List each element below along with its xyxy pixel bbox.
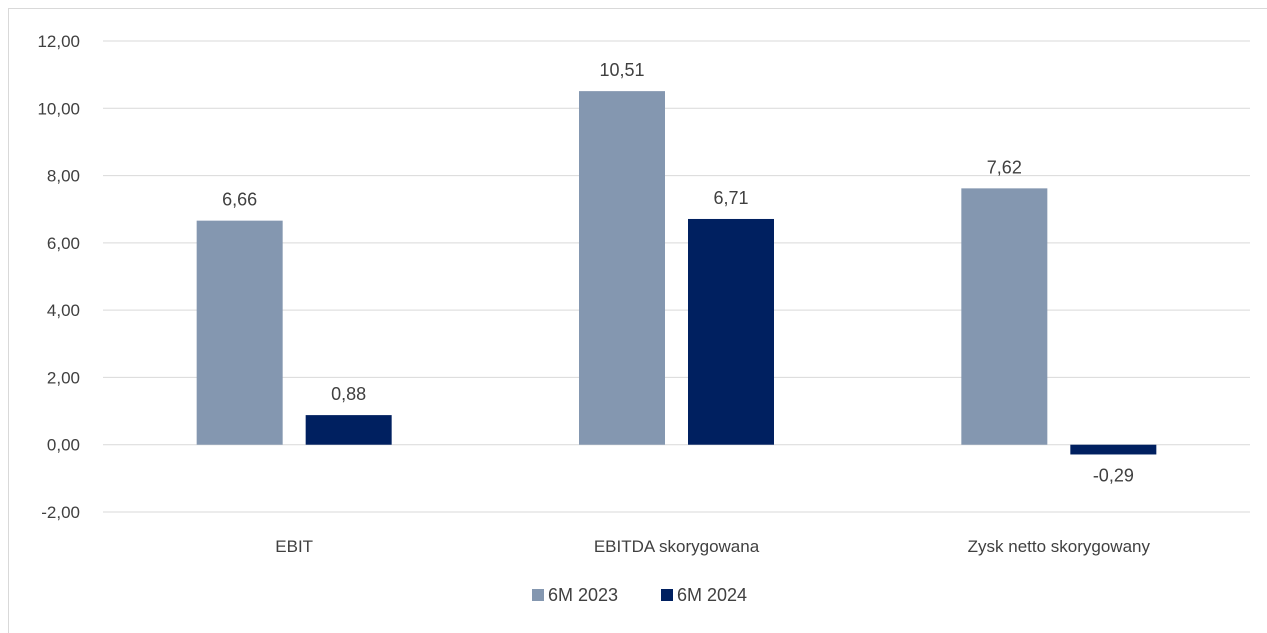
bars: [196, 91, 1157, 455]
data-label: 7,62: [987, 157, 1022, 177]
legend-swatch: [661, 589, 673, 601]
legend-label: 6M 2024: [677, 585, 747, 605]
category-label: EBIT: [275, 537, 313, 556]
bar: [196, 220, 283, 445]
y-tick-label: 2,00: [47, 368, 80, 387]
data-label: 0,88: [331, 384, 366, 404]
bar: [961, 188, 1048, 445]
data-label: -0,29: [1093, 465, 1134, 485]
legend-label: 6M 2023: [548, 585, 618, 605]
bar: [579, 91, 665, 445]
legend-swatch: [532, 589, 544, 601]
bar: [688, 218, 774, 445]
y-tick-label: 6,00: [47, 234, 80, 253]
y-tick-label: 0,00: [47, 436, 80, 455]
y-tick-label: 10,00: [37, 99, 80, 118]
y-tick-label: 12,00: [37, 32, 80, 51]
bar: [305, 415, 392, 445]
bar: [1070, 444, 1157, 455]
category-label: EBITDA skorygowana: [594, 537, 760, 556]
category-label: Zysk netto skorygowany: [968, 537, 1151, 556]
chart-frame: [8, 8, 1267, 633]
y-tick-label: 8,00: [47, 167, 80, 186]
legend: 6M 2023 6M 2024: [532, 585, 747, 605]
data-label: 6,71: [713, 188, 748, 208]
y-axis-ticks: -2,00 0,00 2,00 4,00 6,00 8,00 10,00 12,00: [37, 32, 80, 522]
data-labels: 6,66 0,88 10,51 6,71 7,62 -0,29: [222, 60, 1134, 485]
data-label: 6,66: [222, 190, 257, 210]
y-tick-label: -2,00: [41, 503, 80, 522]
category-labels: EBIT EBITDA skorygowana Zysk netto skorygo…: [275, 537, 1150, 556]
data-label: 10,51: [599, 60, 644, 80]
gridlines: [103, 40, 1250, 513]
y-tick-label: 4,00: [47, 301, 80, 320]
